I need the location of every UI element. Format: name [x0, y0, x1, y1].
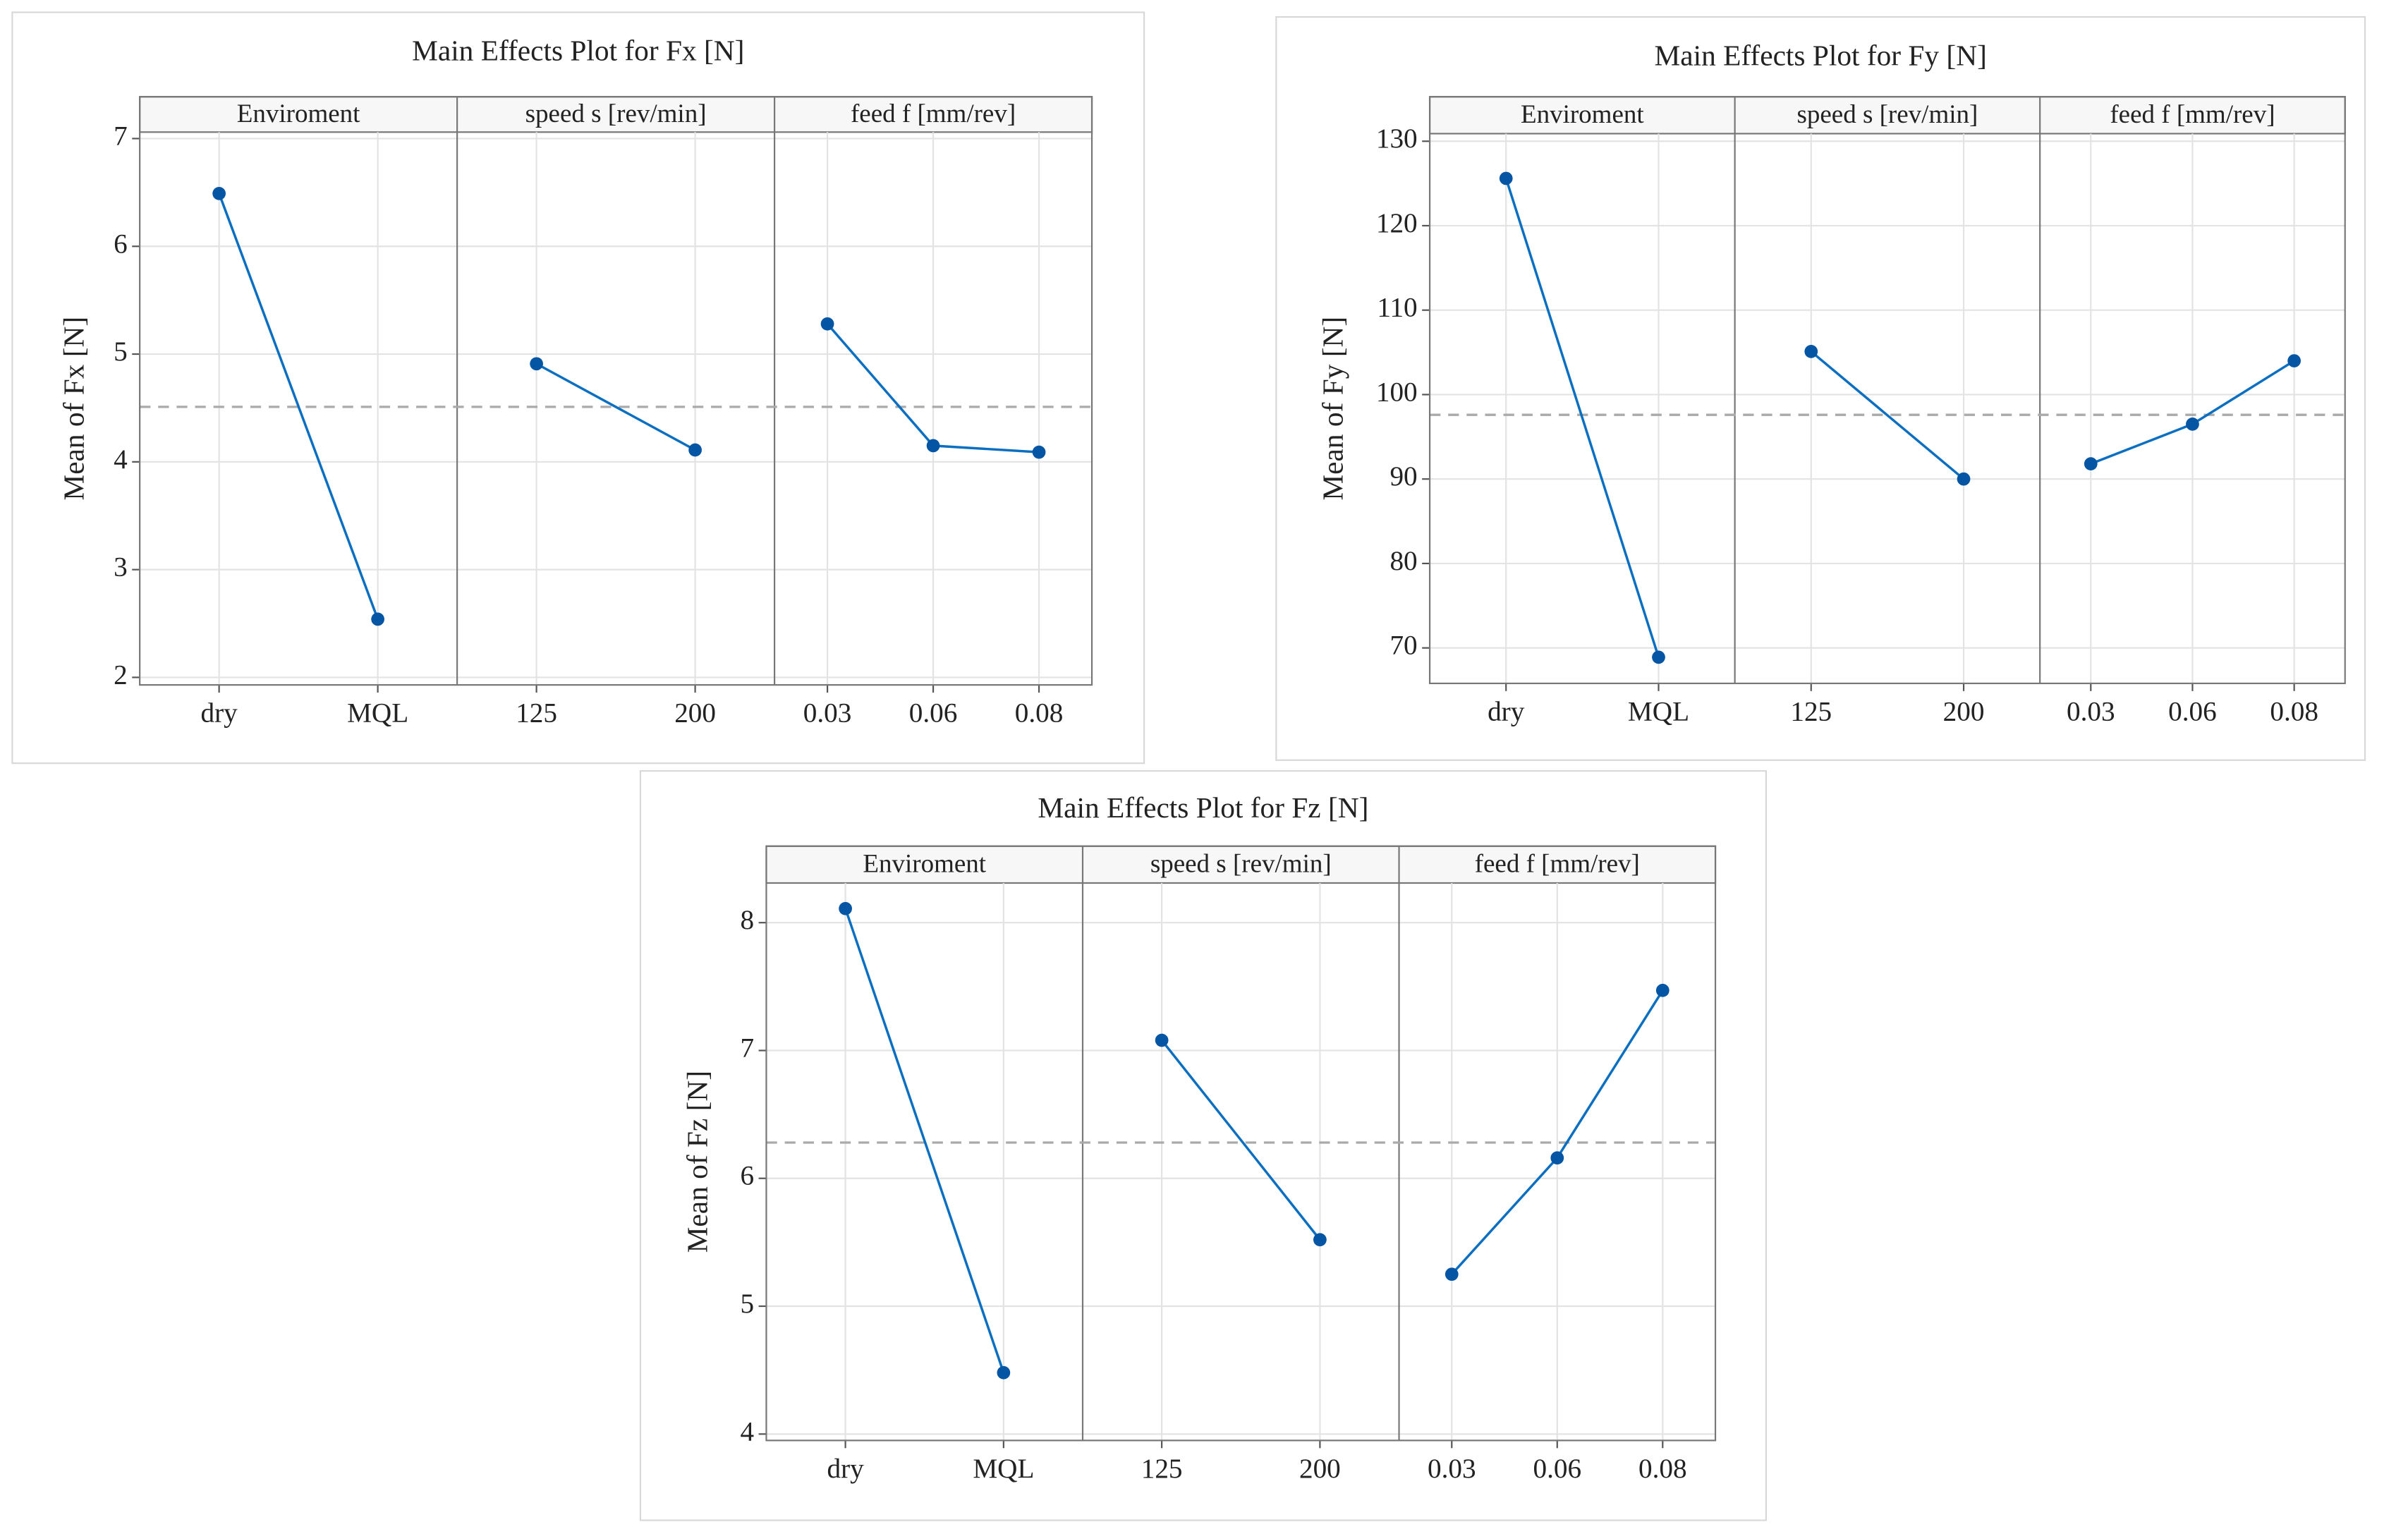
effect-point [2287, 354, 2301, 367]
x-tick-label: 125 [1141, 1454, 1183, 1484]
y-tick-label: 5 [740, 1289, 754, 1319]
x-tick-label: 200 [674, 698, 716, 729]
effect-line [217, 193, 379, 620]
effect-point [1313, 1233, 1327, 1247]
y-tick-label: 5 [114, 336, 128, 367]
x-tick-label: 0.03 [1428, 1454, 1476, 1484]
y-axis-label: Mean of Fx [N] [57, 317, 90, 501]
panel-label: Enviroment [237, 99, 360, 128]
y-tick-label: 4 [114, 444, 128, 475]
x-tick-label: 125 [1790, 696, 1832, 726]
y-axis-label: Mean of Fz [N] [681, 1071, 713, 1253]
x-tick-label: 0.08 [1015, 698, 1064, 729]
panel-label: Enviroment [863, 850, 986, 879]
y-tick-label: 70 [1390, 631, 1417, 661]
y-tick-label: 80 [1390, 546, 1417, 576]
effect-line [1504, 178, 1660, 658]
x-tick-label: 0.06 [1533, 1454, 1581, 1484]
effect-line [1810, 351, 1965, 480]
x-tick-label: MQL [1628, 696, 1689, 726]
effect-point [926, 439, 940, 453]
y-tick-label: 3 [114, 552, 128, 583]
chart-title: Main Effects Plot for Fz [N] [1038, 791, 1368, 824]
y-tick-label: 7 [740, 1033, 754, 1063]
plot-border [139, 96, 1093, 686]
x-tick-label: 200 [1299, 1454, 1341, 1484]
y-tick-label: 90 [1390, 461, 1417, 492]
x-tick-label: 0.06 [909, 698, 958, 729]
effect-point [1445, 1267, 1459, 1282]
x-tick-label: 0.06 [2168, 696, 2217, 726]
y-tick-label: 120 [1376, 208, 1418, 238]
x-tick-label: MQL [347, 698, 408, 729]
effect-point [820, 317, 834, 331]
panel-label: speed s [rev/min] [1796, 100, 1978, 129]
y-axis-label: Mean of Fy [N] [1317, 317, 1349, 501]
y-tick-label: 110 [1377, 293, 1417, 323]
effect-point [1499, 171, 1513, 185]
x-tick-label: dry [827, 1454, 864, 1484]
chart-title: Main Effects Plot for Fy [N] [1655, 39, 1987, 71]
effect-point [1155, 1033, 1169, 1047]
effect-line [1160, 1039, 1321, 1241]
x-tick-label: 0.03 [2067, 696, 2115, 726]
effect-point [688, 443, 702, 457]
x-tick-label: MQL [973, 1454, 1034, 1484]
y-tick-label: 130 [1376, 123, 1418, 154]
panel-label: speed s [rev/min] [525, 99, 707, 128]
effect-point [997, 1365, 1011, 1380]
y-tick-label: 7 [114, 121, 128, 151]
plot-area [766, 882, 1716, 1441]
effect-point [371, 612, 384, 626]
plot-border [765, 845, 1717, 1442]
effect-point [839, 901, 852, 915]
plot-border [1428, 96, 2346, 685]
x-tick-label: 125 [516, 698, 557, 729]
panel-label: feed f [mm/rev] [2110, 100, 2275, 129]
plot-area [140, 132, 1093, 686]
effect-point [1652, 650, 1665, 664]
x-tick-label: dry [201, 698, 238, 729]
effect-point [1957, 472, 1971, 486]
y-tick-label: 6 [114, 229, 128, 259]
y-tick-label: 4 [740, 1416, 754, 1447]
effect-point [530, 357, 543, 371]
y-tick-label: 6 [740, 1161, 754, 1191]
header-strip [765, 845, 1717, 884]
effect-point [1550, 1151, 1564, 1165]
panel-label: feed f [mm/rev] [1475, 850, 1640, 879]
effect-line [535, 363, 696, 451]
effect-point [1804, 345, 1818, 358]
effect-point [1655, 983, 1670, 997]
effect-line [844, 908, 1005, 1373]
y-tick-label: 100 [1376, 377, 1418, 407]
header-strip [139, 96, 1093, 133]
plot-area [1430, 133, 2345, 683]
effect-point [2186, 417, 2199, 431]
chart-title: Main Effects Plot for Fx [N] [412, 35, 744, 67]
panel-label: speed s [rev/min] [1150, 850, 1332, 879]
effect-point [2084, 457, 2098, 470]
effect-point [1032, 445, 1046, 459]
x-tick-label: 0.08 [2270, 696, 2318, 726]
x-tick-label: 0.03 [803, 698, 852, 729]
x-tick-label: dry [1488, 696, 1525, 726]
effect-point [212, 187, 226, 200]
y-tick-label: 8 [740, 905, 754, 935]
y-tick-label: 2 [114, 659, 128, 690]
panel-label: Enviroment [1521, 100, 1644, 129]
x-tick-label: 200 [1943, 696, 1985, 726]
x-tick-label: 0.08 [1638, 1454, 1687, 1484]
panel-label: feed f [mm/rev] [851, 99, 1016, 128]
